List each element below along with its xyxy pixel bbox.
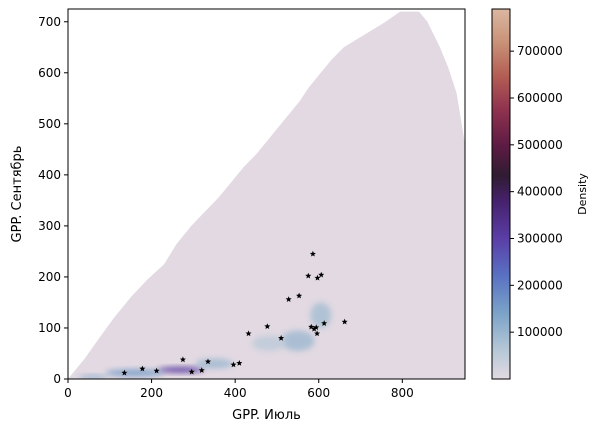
plot-frame (67, 8, 466, 380)
y-tick-label: 400 (38, 168, 61, 182)
data-point-15 (305, 272, 312, 279)
y-tick-label: 500 (38, 117, 61, 131)
data-point-16 (308, 323, 315, 330)
data-point-6 (198, 367, 205, 373)
data-point-18 (311, 325, 318, 332)
density-hotspot-2 (105, 369, 165, 377)
data-point-19 (313, 324, 320, 331)
x-axis-title: GPP. Июль (232, 408, 301, 423)
data-point-7 (204, 358, 212, 365)
y-tick-label: 600 (38, 66, 61, 80)
data-point-4 (179, 356, 186, 363)
data-point-8 (230, 361, 237, 368)
data-point-2 (139, 365, 146, 372)
y-axis-title: GPP. Сентябрь (10, 146, 25, 243)
colorbar-tick-label: 400000 (517, 185, 563, 199)
colorbar-tick-label: 600000 (517, 91, 563, 105)
colorbar-tick-label: 100000 (517, 325, 563, 339)
data-point-1 (121, 369, 128, 376)
data-point-17 (309, 250, 316, 257)
x-axis: 0 200 400 600 800 (64, 379, 414, 400)
data-point-23 (321, 320, 328, 326)
data-point-22 (318, 271, 325, 278)
density-hotspot-3 (78, 374, 108, 379)
data-points (121, 250, 348, 376)
density-hotspots (78, 302, 332, 379)
density-hotspot-1 (157, 366, 204, 373)
data-point-12 (278, 334, 285, 341)
data-point-5 (188, 368, 195, 375)
x-tick-label: 600 (307, 386, 330, 400)
colorbar: 100000 200000 300000 400000 500000 600000 7000… (491, 8, 589, 380)
data-point-24 (341, 318, 348, 325)
data-point-11 (264, 323, 271, 330)
colorbar-gradient (492, 9, 510, 379)
colorbar-tick-label: 500000 (517, 138, 563, 152)
colorbar-tick-label: 200000 (517, 278, 563, 292)
colorbar-ticks: 100000 200000 300000 400000 500000 600000 7000… (510, 44, 563, 339)
data-point-14 (296, 292, 303, 299)
x-tick-label: 800 (391, 386, 414, 400)
x-tick-label: 200 (140, 386, 163, 400)
density-hotspot-7 (251, 335, 286, 351)
density-region (68, 11, 465, 379)
colorbar-title: Density (576, 173, 589, 215)
density-hotspot-6 (310, 302, 332, 328)
colorbar-frame (491, 8, 511, 380)
y-tick-label: 100 (38, 321, 61, 335)
y-tick-label: 300 (38, 219, 61, 233)
y-tick-label: 0 (53, 372, 61, 386)
x-tick-label: 0 (64, 386, 72, 400)
y-tick-label: 700 (38, 15, 61, 29)
y-tick-label: 200 (38, 270, 61, 284)
density-hotspot-4 (195, 358, 234, 369)
plot-area (68, 11, 465, 379)
x-tick-label: 400 (224, 386, 247, 400)
density-hotspot-5 (281, 330, 315, 351)
colorbar-tick-label: 300000 (517, 231, 563, 245)
y-axis: 0 100 200 300 400 500 600 700 (38, 15, 68, 386)
data-point-3 (153, 367, 160, 374)
data-point-21 (314, 274, 321, 281)
colorbar-tick-label: 700000 (517, 44, 563, 58)
data-point-9 (236, 359, 243, 366)
data-point-13 (285, 296, 292, 302)
data-point-10 (245, 330, 252, 337)
data-point-20 (314, 330, 321, 337)
